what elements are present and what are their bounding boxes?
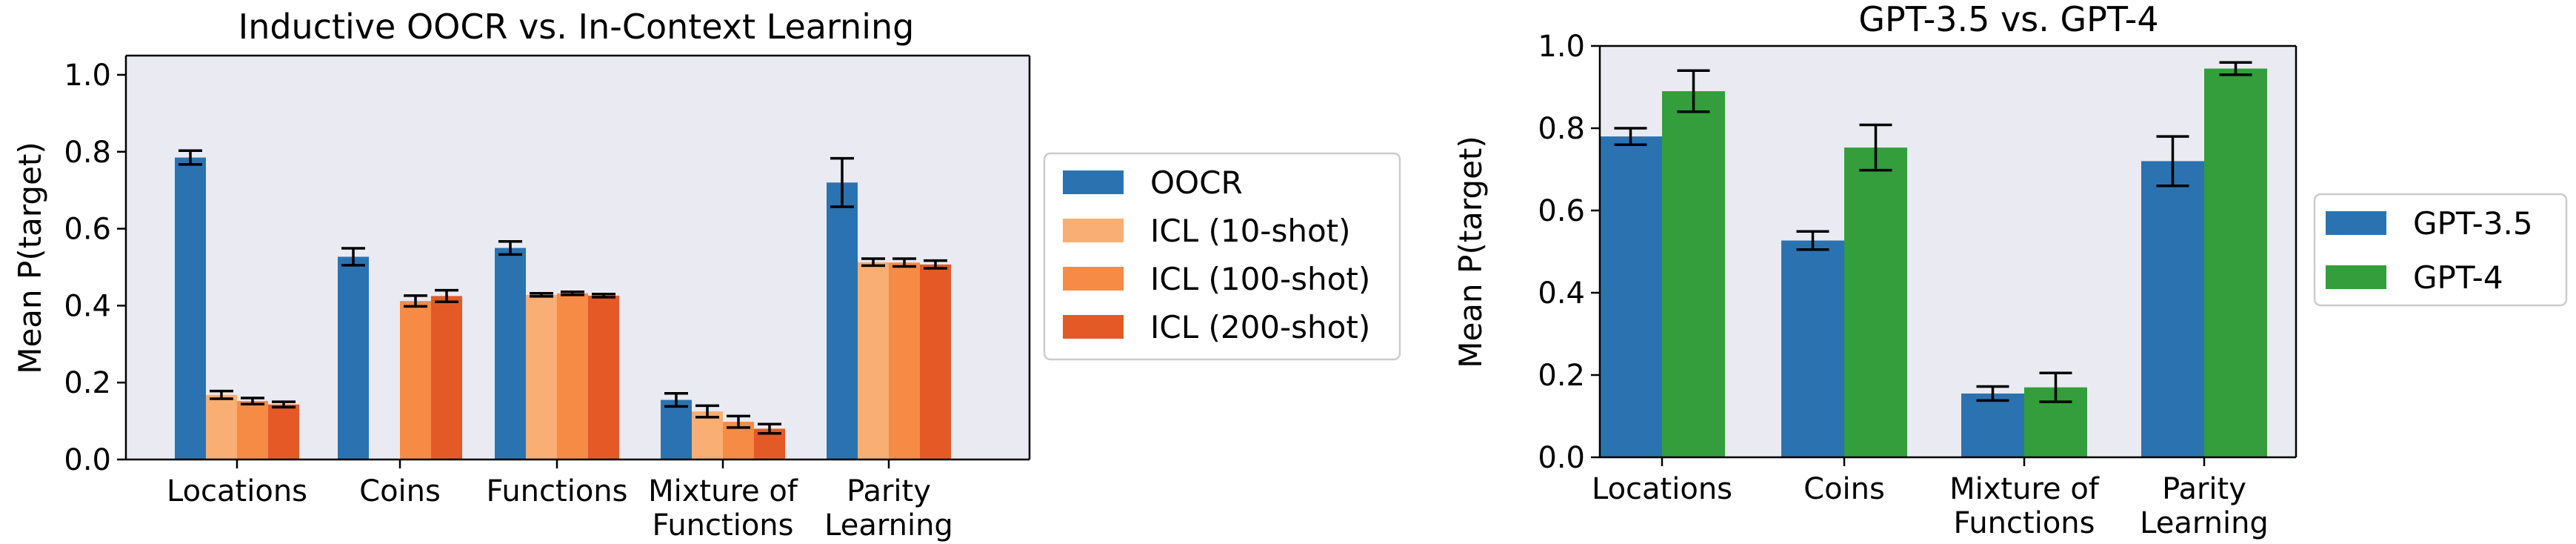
y-tick-label: 0.0 (64, 443, 111, 477)
bar-icl-10-shot-mixture-of-functions (692, 411, 723, 460)
chart-ooc-vs-icl: Inductive OOCR vs. In-Context Learning 0… (12, 7, 1401, 543)
bar-icl-200-shot-locations (268, 404, 299, 460)
bar-icl-100-shot-coins (400, 301, 431, 460)
bar-oocr-functions (495, 248, 526, 460)
bar-oocr-coins (338, 256, 369, 460)
legend: OOCR ICL (10-shot) ICL (100-shot) ICL (200-… (1043, 152, 1401, 361)
x-tick-label: Parity (847, 474, 931, 508)
x-tick-label: Learning (2140, 506, 2269, 540)
bar-icl-100-shot-locations (237, 401, 268, 460)
bar-gpt-3-5-locations (1599, 136, 1662, 457)
y-axis-label: Mean P(target) (12, 142, 48, 374)
legend-swatch-gpt-4 (2326, 265, 2386, 289)
y-tick-label: 1.0 (64, 59, 111, 93)
bar-icl-100-shot-functions (557, 293, 588, 460)
bar-icl-200-shot-functions (588, 295, 619, 460)
bar-oocr-mixture-of-functions (661, 399, 692, 460)
x-tick-label: Mixture of (1949, 472, 2100, 506)
chart-gpt35-vs-gpt4: GPT-3.5 vs. GPT-4 0.0 0.2 0.4 0.6 0.8 1.0 Loc… (1452, 0, 2568, 540)
bar-icl-100-shot-parity-learning (889, 262, 920, 460)
x-tick-label: Functions (653, 508, 794, 543)
bar-gpt-4-locations (1662, 91, 1725, 458)
x-tick-label: Coins (1803, 472, 1885, 506)
bar-gpt-3-5-parity-learning (2141, 161, 2204, 457)
bar-icl-10-shot-locations (206, 394, 237, 460)
x-tick-label: Coins (359, 474, 441, 508)
bar-gpt-3-5-mixture-of-functions (1961, 393, 2024, 457)
bar-gpt-3-5-coins (1781, 240, 1844, 457)
legend: GPT-3.5 GPT-4 (2313, 193, 2568, 307)
y-tick-label: 0.2 (64, 366, 111, 400)
y-tick-label: 0.8 (64, 136, 111, 170)
legend-swatch-gpt-3-5 (2326, 211, 2386, 235)
y-tick-label: 0.2 (1538, 359, 1585, 393)
bar-gpt-4-parity-learning (2204, 68, 2267, 457)
y-tick-label: 0.0 (1538, 441, 1585, 475)
legend-label-gpt-4: GPT-4 (2413, 259, 2503, 296)
bar-oocr-parity-learning (827, 182, 858, 460)
y-tick-label: 0.6 (1538, 194, 1585, 228)
legend-label-gpt-3-5: GPT-3.5 (2413, 205, 2533, 242)
legend-label-icl-10-shot: ICL (10-shot) (1150, 213, 1351, 249)
y-tick-label: 0.6 (64, 213, 111, 247)
chart-title: Inductive OOCR vs. In-Context Learning (238, 7, 915, 47)
bar-gpt-4-coins (1844, 147, 1907, 457)
bar-oocr-locations (175, 157, 206, 460)
legend-swatch-oocr (1063, 170, 1124, 194)
bar-icl-10-shot-parity-learning (858, 262, 889, 460)
bar-icl-200-shot-parity-learning (920, 264, 951, 460)
y-tick-label: 0.4 (1538, 276, 1585, 311)
bar-icl-200-shot-coins (431, 296, 462, 460)
legend-swatch-icl-10-shot (1063, 219, 1124, 242)
x-tick-label: Mixture of (648, 474, 798, 508)
legend-frame (1043, 152, 1401, 361)
legend-label-icl-100-shot: ICL (100-shot) (1150, 261, 1370, 297)
bar-icl-10-shot-functions (526, 294, 557, 460)
legend-label-icl-200-shot: ICL (200-shot) (1150, 309, 1370, 345)
x-tick-label: Functions (487, 474, 628, 508)
y-tick-label: 0.8 (1538, 112, 1585, 146)
x-tick-label: Functions (1954, 506, 2095, 540)
legend-swatch-icl-100-shot (1063, 267, 1124, 291)
legend-swatch-icl-200-shot (1063, 315, 1124, 339)
y-axis-label: Mean P(target) (1452, 136, 1489, 368)
y-tick-label: 0.4 (64, 289, 111, 323)
y-tick-label: 1.0 (1538, 30, 1585, 64)
x-tick-label: Parity (2162, 472, 2246, 506)
x-tick-label: Locations (167, 474, 307, 508)
x-tick-label: Locations (1592, 472, 1732, 506)
chart-title: GPT-3.5 vs. GPT-4 (1858, 0, 2158, 39)
legend-label-oocr: OOCR (1150, 165, 1243, 201)
x-tick-label: Learning (824, 508, 953, 543)
